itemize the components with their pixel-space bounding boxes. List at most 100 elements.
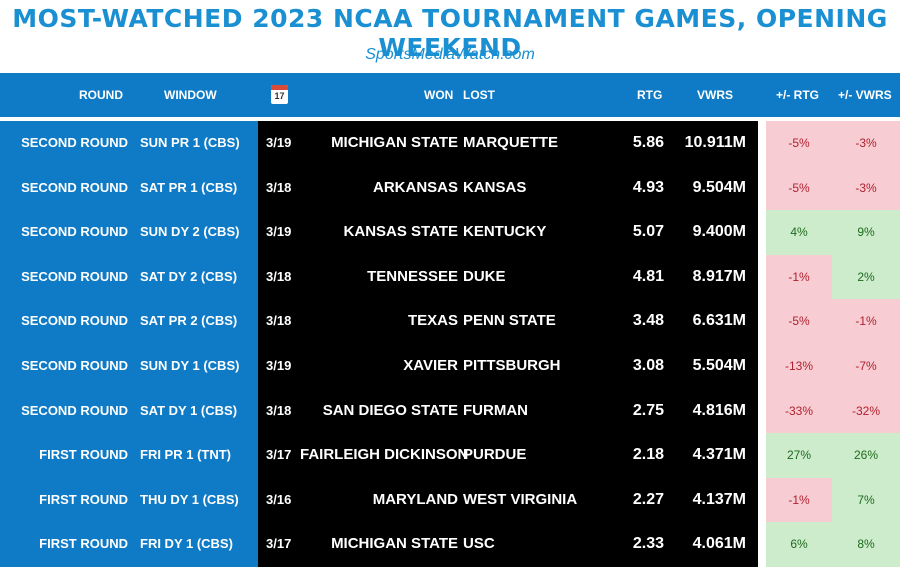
row-round: SECOND ROUND: [21, 224, 128, 240]
row-rating-change: -5%: [766, 299, 832, 344]
header-round: ROUND: [79, 88, 123, 102]
row-loser: PURDUE: [463, 446, 527, 464]
header-lost: LOST: [463, 88, 495, 102]
ratings-table: SECOND ROUND SUN PR 1 (CBS) 3/19 MICHIGAN S…: [0, 121, 900, 567]
row-round: SECOND ROUND: [21, 313, 128, 329]
row-viewers: 4.137M: [692, 490, 746, 508]
row-loser: KANSAS: [463, 178, 527, 196]
header-window: WINDOW: [164, 88, 217, 102]
row-date: 3/18: [266, 179, 292, 195]
row-window: FRI PR 1 (TNT): [140, 447, 231, 463]
row-viewers: 10.911M: [684, 134, 746, 151]
row-window: THU DY 1 (CBS): [140, 491, 239, 507]
table-row: SECOND ROUND SUN PR 1 (CBS) 3/19 MICHIGAN S…: [0, 121, 900, 166]
page-title: MOST-WATCHED 2023 NCAA TOURNAMENT GAMES,…: [12, 4, 888, 62]
table-row: FIRST ROUND THU DY 1 (CBS) 3/16 MARYLAND WES…: [0, 477, 900, 523]
row-date: 3/19: [266, 224, 292, 240]
row-viewers-change: 26%: [832, 433, 900, 478]
row-round: SECOND ROUND: [21, 135, 128, 150]
row-winner: TEXAS: [407, 312, 458, 330]
row-rating: 5.07: [632, 223, 664, 241]
row-rating-change: -13%: [766, 344, 832, 389]
row-rating-change: -5%: [766, 121, 832, 166]
table-row: FIRST ROUND FRI PR 1 (TNT) 3/17 FAIRLEIGH D…: [0, 433, 900, 478]
row-winner: FAIRLEIGH DICKINSON: [300, 446, 469, 464]
table-row: SECOND ROUND SUN DY 2 (CBS) 3/19 KANSAS STA…: [0, 210, 900, 255]
row-loser: KENTUCKY: [463, 223, 547, 241]
row-viewers: 9.504M: [692, 178, 746, 196]
row-window: SUN PR 1 (CBS): [140, 135, 240, 150]
header-vwrs-change: +/- VWRS: [838, 88, 892, 102]
row-viewers: 4.816M: [692, 401, 746, 419]
row-loser: PITTSBURGH: [463, 357, 561, 374]
row-rating-change: 6%: [766, 522, 832, 567]
table-row: SECOND ROUND SUN DY 1 (CBS) 3/19 XAVIER PITT…: [0, 344, 900, 389]
row-round: SECOND ROUND: [21, 358, 128, 373]
row-rating: 2.27: [632, 490, 664, 508]
row-viewers-change: -1%: [832, 299, 900, 344]
row-round: SECOND ROUND: [21, 402, 128, 418]
row-round: SECOND ROUND: [21, 268, 128, 284]
calendar-icon: 17: [271, 85, 288, 104]
row-window: SAT PR 2 (CBS): [140, 313, 238, 329]
row-loser: DUKE: [463, 267, 506, 285]
row-viewers-change: -7%: [832, 344, 900, 389]
row-winner: ARKANSAS: [372, 178, 458, 196]
row-winner: MICHIGAN STATE: [331, 134, 458, 151]
row-date: 3/17: [266, 447, 292, 463]
row-round: FIRST ROUND: [39, 491, 128, 507]
row-loser: MARQUETTE: [463, 134, 558, 151]
row-window: SAT DY 1 (CBS): [140, 402, 238, 418]
row-loser: FURMAN: [463, 401, 528, 419]
row-viewers: 8.917M: [692, 267, 746, 285]
row-viewers: 4.371M: [692, 446, 746, 464]
row-viewers-change: 7%: [832, 477, 900, 523]
header-rtg: RTG: [637, 88, 663, 102]
row-date: 3/18: [266, 402, 292, 418]
game-column-background: [258, 121, 758, 567]
header-rtg-change: +/- RTG: [776, 88, 820, 102]
table-row: SECOND ROUND SAT PR 2 (CBS) 3/18 TEXAS PENN …: [0, 299, 900, 344]
row-viewers: 6.631M: [692, 312, 746, 330]
row-window: SAT PR 1 (CBS): [140, 179, 238, 195]
row-rating: 3.48: [632, 312, 664, 330]
row-date: 3/19: [266, 358, 292, 373]
row-round: FIRST ROUND: [39, 447, 128, 463]
row-rating: 2.18: [632, 446, 664, 464]
calendar-day: 17: [274, 91, 285, 101]
row-rating-change: -5%: [766, 165, 832, 211]
row-loser: WEST VIRGINIA: [463, 490, 578, 508]
row-viewers-change: -3%: [832, 121, 900, 166]
row-rating: 4.93: [632, 178, 664, 196]
row-winner: TENNESSEE: [367, 267, 458, 285]
row-rating-change: -33%: [766, 388, 832, 434]
row-loser: USC: [463, 535, 495, 553]
table-row: SECOND ROUND SAT DY 1 (CBS) 3/18 SAN DIEGO …: [0, 388, 900, 434]
row-window: FRI DY 1 (CBS): [140, 536, 233, 552]
row-rating: 5.86: [632, 134, 664, 151]
row-winner: KANSAS STATE: [343, 223, 458, 241]
table-row: FIRST ROUND FRI DY 1 (CBS) 3/17 MICHIGAN ST…: [0, 522, 900, 567]
row-loser: PENN STATE: [463, 312, 556, 330]
row-window: SUN DY 2 (CBS): [140, 224, 240, 240]
row-viewers-change: -3%: [832, 165, 900, 211]
row-date: 3/18: [266, 313, 292, 329]
row-viewers-change: 9%: [832, 210, 900, 255]
row-rating-change: 27%: [766, 433, 832, 478]
row-round: SECOND ROUND: [21, 179, 128, 195]
row-date: 3/19: [266, 135, 292, 150]
row-rating: 2.75: [632, 401, 664, 419]
table-header: ROUND WINDOW 17 WON LOST RTG VWRS +/- RT…: [0, 73, 900, 117]
row-rating-change: -1%: [766, 477, 832, 523]
row-viewers-change: -32%: [832, 388, 900, 434]
row-winner: MICHIGAN STATE: [331, 535, 458, 553]
row-viewers: 5.504M: [692, 357, 746, 374]
row-rating-change: -1%: [766, 254, 832, 300]
row-rating-change: 4%: [766, 210, 832, 255]
row-winner: SAN DIEGO STATE: [322, 401, 458, 419]
source-subtitle: SportsMediaWatch.com: [365, 46, 535, 63]
row-date: 3/17: [266, 536, 292, 552]
row-viewers-change: 2%: [832, 254, 900, 300]
header-vwrs: VWRS: [697, 88, 733, 102]
row-window: SAT DY 2 (CBS): [140, 268, 238, 284]
